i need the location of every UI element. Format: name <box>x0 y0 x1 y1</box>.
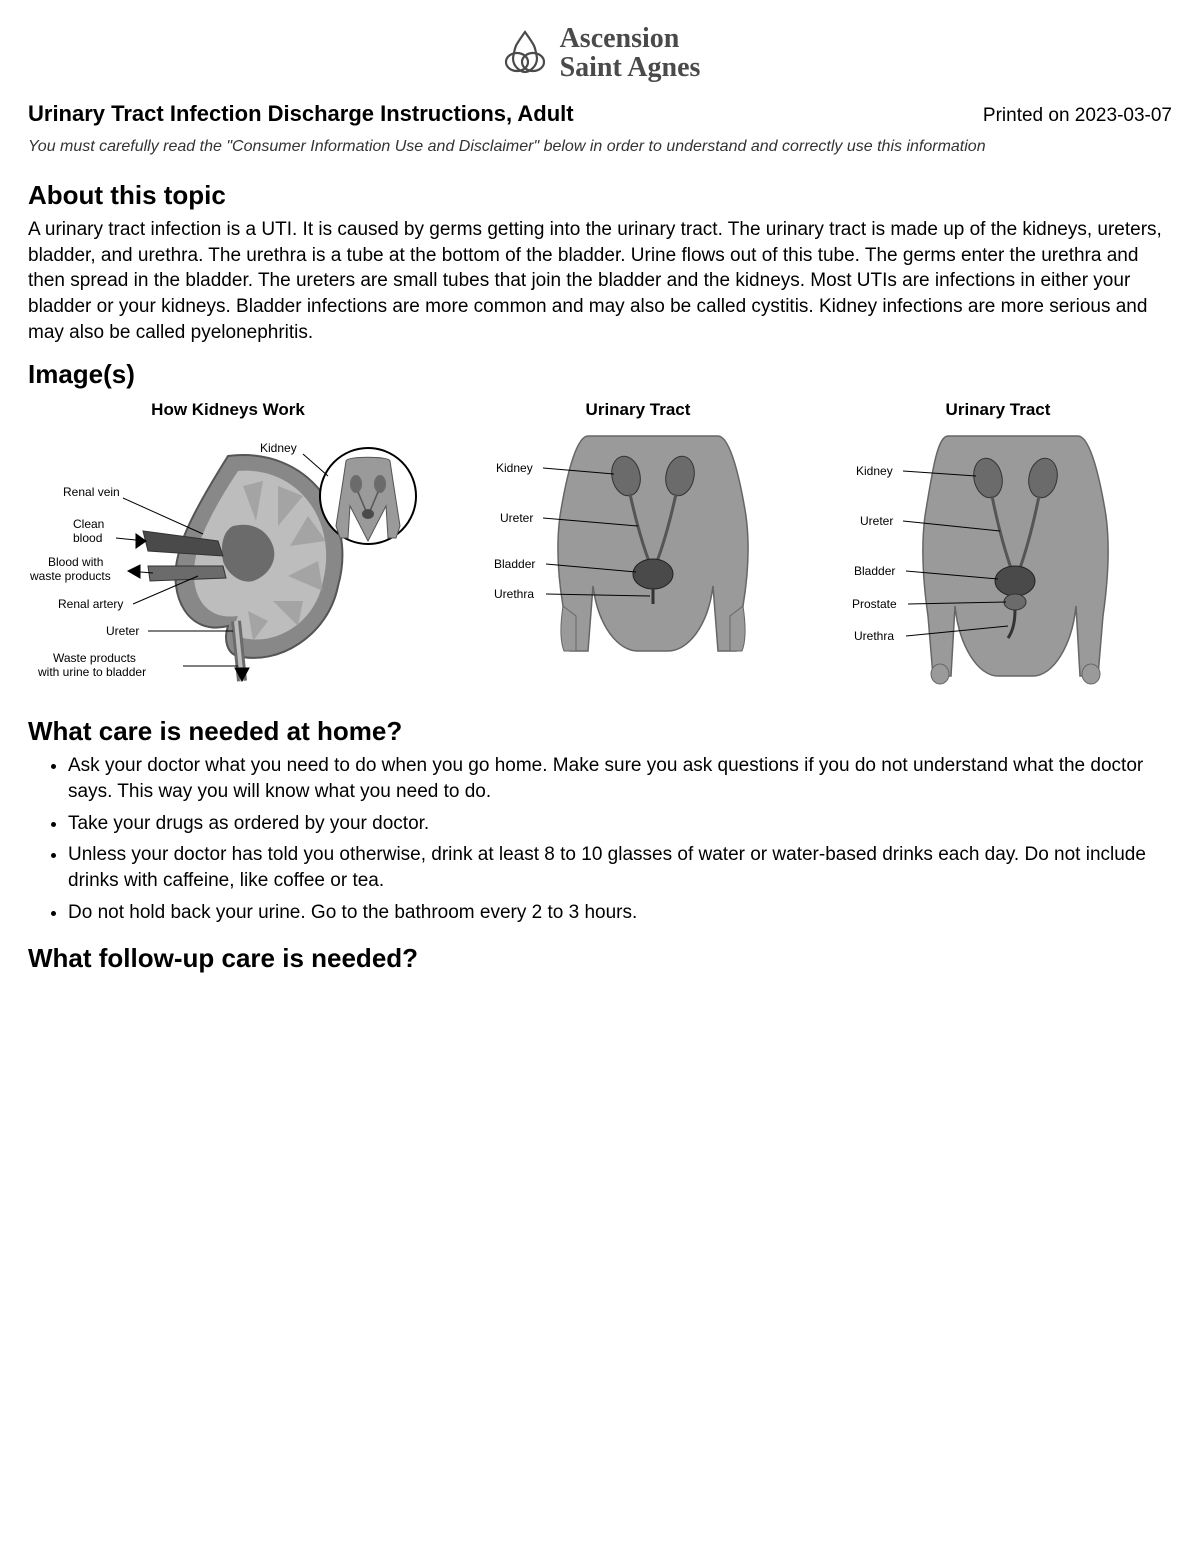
logo-text: Ascension Saint Agnes <box>560 24 701 83</box>
trinity-icon <box>500 28 550 78</box>
lbl3-ureter: Ureter <box>860 514 893 528</box>
lbl-clean-blood-1: Clean <box>73 517 104 531</box>
diagram1-title: How Kidneys Work <box>28 400 428 420</box>
diagram-urinary-tract-2: Urinary Tract <box>848 400 1148 686</box>
home-care-list: Ask your doctor what you need to do when… <box>28 753 1172 925</box>
lbl-kidney: Kidney <box>260 441 297 455</box>
diagram2-title: Urinary Tract <box>468 400 808 420</box>
lbl2-ureter: Ureter <box>500 511 533 525</box>
lbl-renal-vein: Renal vein <box>63 485 120 499</box>
about-body: A urinary tract infection is a UTI. It i… <box>28 217 1172 345</box>
lbl-renal-artery: Renal artery <box>58 597 123 611</box>
document-title: Urinary Tract Infection Discharge Instru… <box>28 101 574 127</box>
logo-line1: Ascension <box>560 24 701 53</box>
logo-header: Ascension Saint Agnes <box>28 24 1172 83</box>
images-grid: How Kidneys Work <box>28 400 1172 686</box>
list-item: Unless your doctor has told you otherwis… <box>68 842 1172 893</box>
kidney-diagram-svg: Renal vein Clean blood Blood with waste … <box>28 426 428 686</box>
printed-date: Printed on 2023-03-07 <box>983 105 1172 127</box>
diagram3-title: Urinary Tract <box>848 400 1148 420</box>
lbl-blood-waste-1: Blood with <box>48 555 103 569</box>
lbl-waste-1: Waste products <box>53 651 136 665</box>
lbl-clean-blood-2: blood <box>73 531 102 545</box>
list-item: Ask your doctor what you need to do when… <box>68 753 1172 804</box>
urinary-tract-svg-2: Kidney Ureter Bladder Prostate Urethra <box>848 426 1148 686</box>
lbl-ureter: Ureter <box>106 624 139 638</box>
lbl3-prostate: Prostate <box>852 597 897 611</box>
diagram-kidney-work: How Kidneys Work <box>28 400 428 686</box>
list-item: Do not hold back your urine. Go to the b… <box>68 900 1172 926</box>
logo: Ascension Saint Agnes <box>500 24 701 83</box>
lbl3-urethra: Urethra <box>854 629 894 643</box>
lbl-waste-2: with urine to bladder <box>37 665 146 679</box>
about-heading: About this topic <box>28 180 1172 211</box>
header-row: Urinary Tract Infection Discharge Instru… <box>28 101 1172 127</box>
lbl2-bladder: Bladder <box>494 557 535 571</box>
lbl-blood-waste-2: waste products <box>29 569 111 583</box>
diagram-urinary-tract-1: Urinary Tract Kidney <box>468 400 808 686</box>
lbl3-bladder: Bladder <box>854 564 895 578</box>
logo-line2: Saint Agnes <box>560 53 701 82</box>
lbl2-urethra: Urethra <box>494 587 534 601</box>
images-heading: Image(s) <box>28 359 1172 390</box>
disclaimer-text: You must carefully read the "Consumer In… <box>28 133 1172 162</box>
followup-heading: What follow-up care is needed? <box>28 943 1172 974</box>
urinary-tract-svg-1: Kidney Ureter Bladder Urethra <box>468 426 808 656</box>
lbl3-kidney: Kidney <box>856 464 893 478</box>
lbl2-kidney: Kidney <box>496 461 533 475</box>
home-care-heading: What care is needed at home? <box>28 716 1172 747</box>
list-item: Take your drugs as ordered by your docto… <box>68 811 1172 837</box>
